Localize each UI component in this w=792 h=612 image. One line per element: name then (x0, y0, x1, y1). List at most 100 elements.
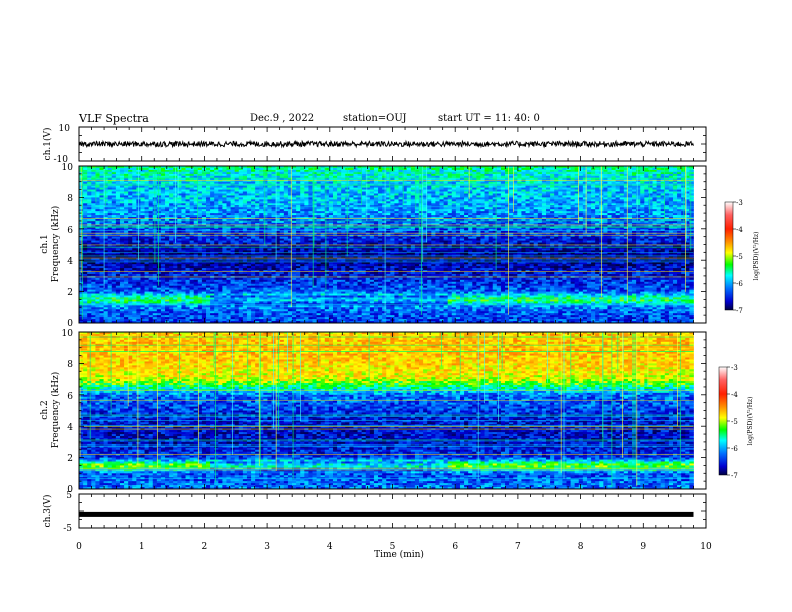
spectrogram-cell (521, 215, 526, 218)
spectrogram-cell (144, 167, 150, 171)
spectrogram-cell (439, 179, 444, 183)
spectrogram-cell (91, 181, 96, 185)
spectrogram-cell (312, 175, 317, 179)
spectrogram-cell (476, 166, 481, 169)
spectrogram-cell (234, 169, 240, 173)
spectrogram-cell (111, 171, 117, 175)
spectrogram-cell (652, 169, 657, 173)
spectrogram-cell (308, 179, 313, 183)
spectrogram-cell (611, 201, 617, 204)
spectrogram-cell (672, 199, 678, 202)
spectrogram-cell (382, 201, 387, 204)
spectrogram-cell (251, 207, 256, 210)
spectrogram-cell (533, 197, 539, 200)
spectrogram-cell (292, 209, 297, 212)
spectrogram-cell (451, 167, 457, 171)
spectrogram-cell (300, 181, 305, 185)
spectrogram-cell (300, 177, 305, 181)
spectrogram-cell (324, 167, 330, 171)
spectrogram-cell (615, 213, 621, 216)
spectrogram-cell (521, 179, 526, 183)
spectrogram-cell (586, 187, 592, 190)
spectrogram-cell (349, 199, 354, 202)
spectrogram-cell (513, 179, 518, 183)
spectrogram-cell (656, 199, 662, 202)
spectrogram-cell (292, 215, 297, 218)
spectrogram-cell (185, 213, 191, 216)
spectrogram-cell (255, 177, 260, 181)
spectrogram-cell (226, 201, 231, 204)
spectrogram-cell (472, 169, 477, 173)
spectrogram-cell (451, 189, 457, 192)
spectrogram-cell (287, 179, 293, 183)
spectrogram-cell (541, 201, 547, 204)
spectrogram-cell (357, 169, 363, 173)
spectrogram-cell (402, 181, 408, 185)
spectrogram-cell (677, 169, 682, 173)
spectrogram-cell (410, 207, 416, 210)
spectrogram-cell (476, 177, 481, 181)
spectrogram-cell (468, 175, 473, 179)
spectrogram-cell (459, 207, 465, 210)
spectrogram-cell (353, 203, 358, 206)
spectrogram-cell (275, 211, 281, 214)
spectrogram-cell (537, 199, 543, 202)
spectrogram-cell (582, 187, 588, 190)
spectrogram-cell (595, 197, 600, 200)
spectrogram-cell (586, 197, 592, 200)
spectrogram-cell (87, 199, 92, 202)
spectrogram-cell (398, 205, 404, 208)
spectrogram-cell (234, 171, 240, 175)
spectrogram-cell (636, 199, 641, 202)
spectrogram-cell (476, 181, 481, 185)
spectrogram-cell (382, 181, 387, 185)
spectrogram-cell (132, 199, 137, 202)
spectrogram-cell (300, 199, 305, 202)
spectrogram-cell (545, 171, 551, 175)
spectrogram-cell (271, 189, 277, 192)
spectrogram-cell (660, 191, 666, 194)
spectrogram-cell (398, 197, 404, 200)
spectrogram-cell (615, 211, 621, 214)
spectrogram-cell (255, 175, 260, 179)
spectrogram-cell (500, 189, 506, 192)
spectrogram-cell (533, 169, 539, 173)
spectrogram-cell (226, 205, 231, 208)
spectrogram-cell (672, 191, 678, 194)
spectrogram-cell (652, 205, 657, 208)
spectrogram-cell (259, 166, 264, 169)
spectrogram-cell (480, 201, 485, 204)
ch1-waveform-ticks (78, 126, 707, 162)
spectrogram-cell (328, 189, 334, 192)
spectrogram-cell (513, 166, 518, 169)
spectrogram-cell (210, 201, 215, 204)
spectrogram-cell (79, 207, 84, 210)
spectrogram-cell (119, 199, 125, 202)
spectrogram-cell (148, 177, 154, 181)
spectrogram-cell (267, 173, 272, 177)
spectrogram-cell (365, 197, 371, 200)
spectrogram-cell (476, 215, 481, 218)
spectrogram-cell (214, 175, 219, 179)
spectrogram-cell (156, 193, 162, 196)
spectrogram-cell (378, 175, 383, 179)
spectrogram-cell (292, 171, 297, 175)
spectrogram-cell (87, 201, 92, 204)
spectrogram-cell (562, 201, 567, 204)
spectrogram-cell (251, 179, 256, 183)
spectrogram-cell (545, 211, 551, 214)
spectrogram-cell (668, 203, 674, 206)
spectrogram-cell (238, 209, 244, 212)
spectrogram-cell (169, 197, 174, 200)
spectrogram-cell (431, 215, 436, 218)
spectrogram-cell (79, 167, 84, 171)
spectrogram-cell (586, 169, 592, 173)
spectrogram-cell (91, 213, 96, 216)
spectrogram-cell (488, 195, 494, 198)
spectrogram-cell (632, 193, 637, 196)
spectrogram-cell (263, 166, 268, 169)
spectrogram-cell (464, 167, 469, 171)
spectrogram-cell (169, 201, 174, 204)
spectrogram-cell (148, 166, 154, 169)
spectrogram-cell (193, 193, 199, 196)
